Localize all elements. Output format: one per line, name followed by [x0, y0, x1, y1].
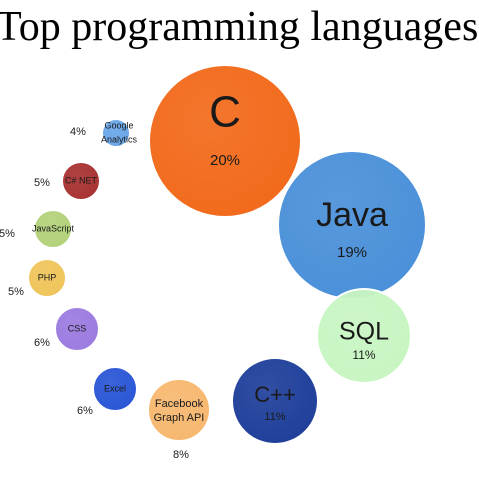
- bubble-value-java: 19%: [337, 244, 367, 261]
- bubble-label-java: Java: [316, 196, 388, 234]
- bubble-sql: SQL 11%: [316, 288, 412, 384]
- bubble-value-c: 20%: [210, 152, 240, 169]
- bubble-javascript: JavaScript 5%: [0, 209, 75, 249]
- bubble-value-google-analytics: 4%: [70, 126, 86, 138]
- bubble-circle-javascript: [33, 209, 73, 249]
- bubble-excel: Excel 6%: [77, 366, 138, 417]
- bubble-value-css: 6%: [34, 337, 50, 349]
- bubble-label-google-analytics-line1: Google: [104, 120, 133, 130]
- bubble-label-c: C: [209, 88, 241, 137]
- bubble-label-facebook-graph-api-line2: Graph API: [154, 412, 205, 424]
- bubble-circle-css: [54, 306, 100, 352]
- bubble-value-javascript: 5%: [0, 228, 15, 240]
- bubble-java: Java 19%: [277, 150, 427, 300]
- bubble-value-c-net: 5%: [34, 177, 50, 189]
- bubble-value-php: 5%: [8, 286, 24, 298]
- bubble-label-css: CSS: [68, 323, 87, 333]
- bubble-c: C++ 11%: [231, 357, 319, 445]
- bubble-facebook-graph-api: Facebook Graph API 8%: [147, 378, 211, 461]
- bubble-value-c: 11%: [264, 411, 285, 423]
- bubble-label-sql: SQL: [339, 318, 389, 346]
- bubble-label-facebook-graph-api-line1: Facebook: [155, 398, 204, 410]
- bubble-circle-c: [231, 357, 319, 445]
- bubble-value-sql: 11%: [352, 348, 375, 362]
- bubble-circle-google-analytics: [101, 118, 131, 148]
- bubble-label-c: C++: [254, 382, 296, 407]
- bubble-c: C 20%: [148, 64, 302, 218]
- bubble-label-javascript: JavaScript: [32, 223, 75, 233]
- bubble-label-excel: Excel: [104, 383, 126, 393]
- bubble-label-php: PHP: [38, 272, 57, 282]
- bubble-label-google-analytics-line2: Analytics: [101, 134, 138, 144]
- bubble-circle-c: [148, 64, 302, 218]
- bubble-circle-sql: [316, 288, 412, 384]
- bubble-google-analytics: Google Analytics 4%: [70, 118, 138, 148]
- bubble-circle-excel: [92, 366, 138, 412]
- bubble-css: CSS 6%: [34, 306, 100, 352]
- bubble-circle-php: [27, 258, 67, 298]
- bubble-c-net: C# NET 5%: [34, 161, 101, 201]
- bubble-value-facebook-graph-api: 8%: [173, 449, 189, 461]
- bubble-label-c-net: C# NET: [65, 175, 98, 185]
- bubble-circle-facebook-graph-api: [147, 378, 211, 442]
- bubble-value-excel: 6%: [77, 405, 93, 417]
- chart-title: Top programming languages: [0, 4, 479, 50]
- bubble-php: PHP 5%: [8, 258, 67, 298]
- bubble-circle-c-net: [61, 161, 101, 201]
